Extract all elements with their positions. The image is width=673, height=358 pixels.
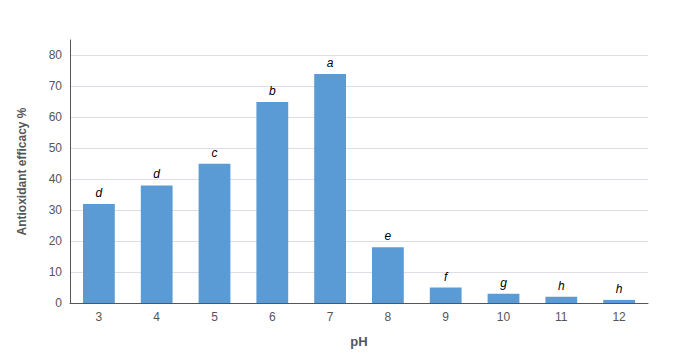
svg-text:12: 12 [612, 310, 626, 324]
svg-text:pH: pH [350, 334, 367, 349]
svg-text:50: 50 [49, 141, 63, 155]
svg-text:30: 30 [49, 203, 63, 217]
svg-text:4: 4 [153, 310, 160, 324]
svg-text:60: 60 [49, 110, 63, 124]
svg-text:0: 0 [55, 296, 62, 310]
svg-text:d: d [153, 167, 160, 181]
svg-text:7: 7 [327, 310, 334, 324]
svg-text:40: 40 [49, 172, 63, 186]
svg-text:3: 3 [96, 310, 103, 324]
svg-text:10: 10 [49, 265, 63, 279]
svg-text:10: 10 [497, 310, 511, 324]
svg-text:a: a [327, 56, 334, 70]
svg-text:9: 9 [442, 310, 449, 324]
svg-text:5: 5 [211, 310, 218, 324]
svg-text:11: 11 [555, 310, 568, 324]
svg-text:h: h [558, 279, 565, 293]
svg-text:c: c [212, 146, 218, 160]
svg-text:20: 20 [49, 234, 63, 248]
svg-text:8: 8 [385, 310, 392, 324]
svg-text:f: f [444, 270, 449, 284]
svg-text:e: e [385, 229, 392, 243]
svg-text:b: b [269, 84, 276, 98]
svg-text:g: g [500, 276, 507, 290]
svg-text:Antioxidant efficacy %: Antioxidant efficacy % [15, 107, 29, 235]
svg-text:70: 70 [49, 79, 63, 93]
svg-text:6: 6 [269, 310, 276, 324]
svg-text:d: d [96, 186, 103, 200]
svg-text:h: h [616, 282, 623, 296]
svg-text:80: 80 [49, 48, 63, 62]
